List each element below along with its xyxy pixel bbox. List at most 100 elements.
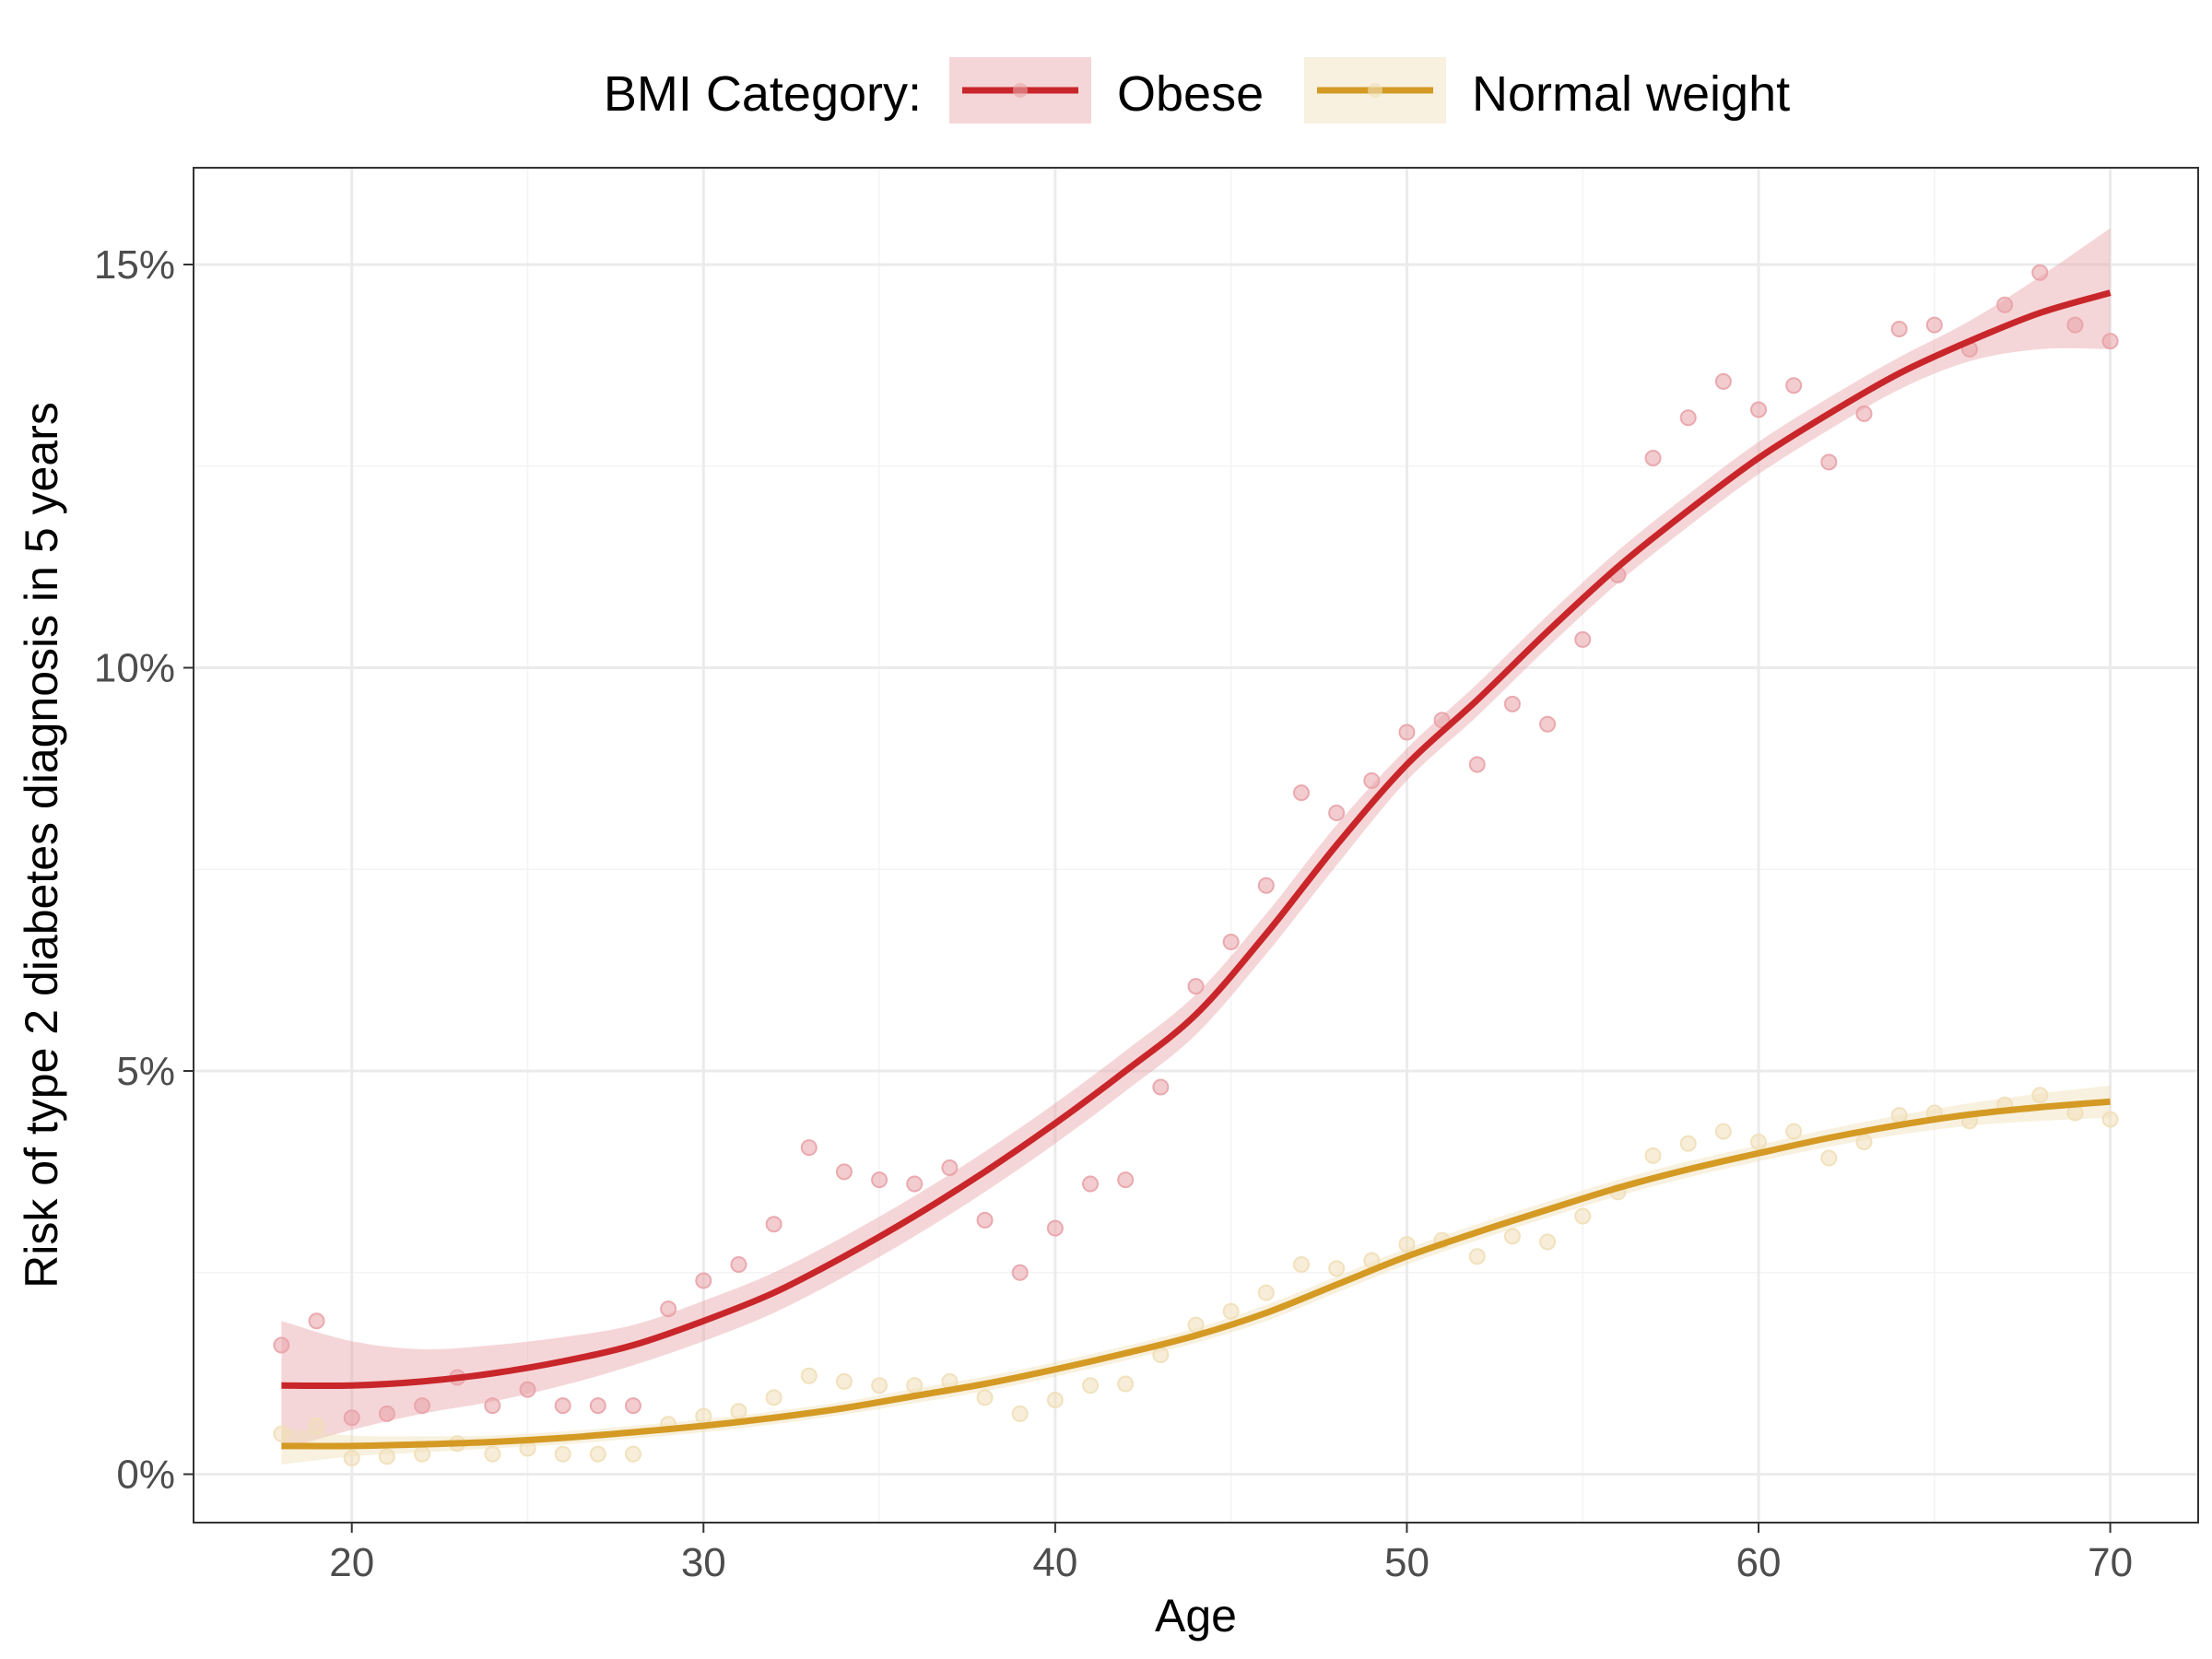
x-tick-label: 30: [681, 1540, 726, 1585]
fit-lines: [281, 289, 2112, 1450]
data-point: [1152, 1347, 1170, 1363]
data-point: [2101, 1111, 2119, 1128]
data-point: [1644, 450, 1662, 466]
y-axis-ticks: 0% 5% 10% 15%: [94, 242, 194, 1498]
legend: BMI Category: Obese Normal weight: [604, 57, 1790, 124]
x-tick-label: 20: [329, 1540, 374, 1585]
data-point: [2031, 1087, 2049, 1104]
data-point: [1855, 1134, 1873, 1150]
data-point: [1011, 1264, 1029, 1281]
data-point: [976, 1211, 994, 1229]
data-point: [2031, 264, 2049, 281]
data-point: [1890, 321, 1908, 337]
data-point: [273, 1336, 290, 1354]
data-point: [1222, 1302, 1240, 1320]
legend-label: Obese: [1117, 66, 1264, 122]
data-point: [835, 1372, 853, 1390]
data-point: [906, 1175, 924, 1193]
data-point: [1785, 377, 1803, 394]
y-tick-label: 5%: [116, 1049, 175, 1094]
x-axis-ticks: 20 30 40 50 60 70: [329, 1523, 2133, 1585]
data-point: [1468, 756, 1486, 773]
y-tick-label: 0%: [116, 1453, 175, 1498]
data-point: [1082, 1175, 1100, 1193]
y-axis-title: Risk of type 2 diabetes diagnosis in 5 y…: [16, 402, 67, 1288]
legend-title: BMI Category:: [604, 66, 922, 122]
data-point: [1996, 296, 2014, 313]
data-point: [1855, 405, 1873, 422]
data-point: [1152, 1078, 1170, 1096]
data-point: [378, 1405, 395, 1422]
data-point: [1574, 1207, 1592, 1225]
data-point: [871, 1171, 888, 1189]
data-point: [1187, 978, 1205, 995]
data-point: [1539, 1233, 1557, 1251]
data-point: [1257, 1284, 1275, 1301]
data-point: [1890, 1107, 1908, 1124]
data-point: [554, 1445, 571, 1463]
data-point: [1046, 1219, 1064, 1237]
data-point: [589, 1397, 606, 1415]
data-point: [1468, 1248, 1486, 1265]
data-point: [1750, 1134, 1768, 1150]
data-point: [1292, 784, 1310, 802]
data-point: [1082, 1377, 1100, 1394]
data-point: [519, 1381, 536, 1398]
data-point: [273, 1425, 290, 1442]
data-point: [1714, 372, 1732, 390]
data-point: [414, 1445, 431, 1463]
x-tick-label: 40: [1032, 1540, 1077, 1585]
data-point: [414, 1397, 431, 1415]
data-point: [1398, 724, 1416, 741]
data-point: [1679, 409, 1697, 427]
data-point: [1363, 772, 1381, 789]
data-point: [589, 1445, 606, 1463]
data-point: [1011, 1405, 1029, 1422]
data-point: [1503, 695, 1521, 712]
data-point: [871, 1377, 888, 1394]
data-point: [1925, 316, 1943, 334]
data-point: [484, 1445, 501, 1463]
x-tick-label: 60: [1736, 1540, 1782, 1585]
legend-key-point: [1013, 83, 1028, 98]
data-point: [1750, 401, 1768, 418]
data-point: [1820, 1149, 1838, 1167]
data-point: [1503, 1228, 1521, 1245]
data-point: [730, 1403, 747, 1420]
data-point: [1785, 1123, 1803, 1140]
data-point: [1046, 1392, 1064, 1408]
data-point: [1820, 453, 1838, 471]
data-point: [695, 1272, 712, 1289]
data-point: [1574, 630, 1592, 648]
data-point: [1257, 877, 1275, 894]
y-tick-label: 10%: [94, 646, 175, 691]
data-point: [1714, 1123, 1732, 1140]
legend-key-point: [1368, 83, 1382, 98]
data-point: [2066, 316, 2084, 334]
data-point: [1222, 934, 1240, 950]
data-point: [730, 1256, 747, 1273]
confidence-band-0: [281, 228, 2111, 1451]
data-point: [308, 1418, 325, 1434]
data-point: [554, 1397, 571, 1415]
data-point: [624, 1445, 641, 1463]
fit-line-0: [281, 289, 2112, 1390]
data-point: [695, 1407, 712, 1425]
data-point: [765, 1216, 782, 1233]
data-point: [800, 1139, 818, 1157]
plot-panel-border: [193, 167, 2199, 1524]
data-point: [378, 1448, 395, 1465]
data-point: [906, 1377, 924, 1394]
data-point: [1117, 1375, 1135, 1393]
data-point: [2101, 333, 2119, 350]
legend-label: Normal weight: [1472, 66, 1790, 122]
data-point: [800, 1367, 818, 1384]
data-point: [484, 1397, 501, 1415]
data-point: [1117, 1171, 1135, 1189]
data-point: [941, 1159, 959, 1176]
grid: [194, 168, 2198, 1523]
data-point: [1539, 715, 1557, 733]
x-tick-label: 70: [2088, 1540, 2133, 1585]
data-point: [976, 1389, 994, 1406]
